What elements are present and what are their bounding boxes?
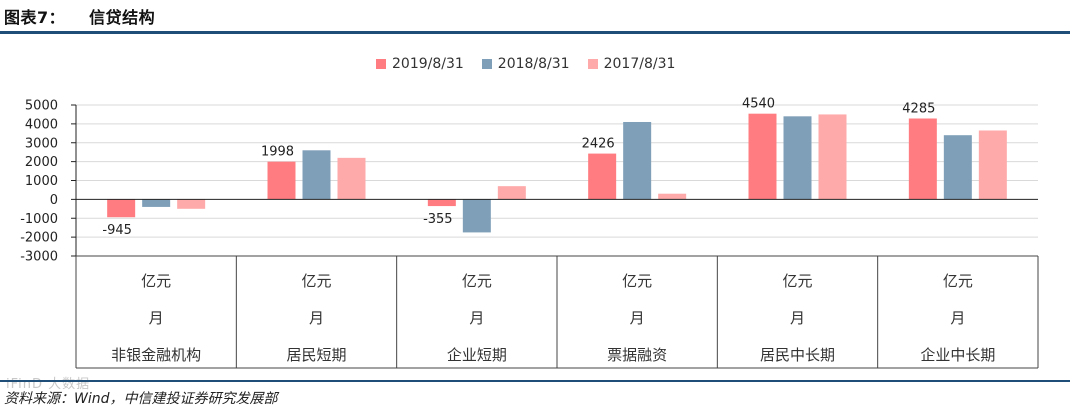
legend-swatch-2018	[481, 59, 492, 69]
bar-2018/8/31-居民短期	[302, 150, 331, 200]
category-name-label: 非银金融机构	[111, 346, 201, 364]
category-period-label: 月	[149, 309, 164, 327]
bar-2017/8/31-居民中长期	[818, 114, 847, 200]
category-name-label: 企业中长期	[920, 346, 995, 364]
legend-label-2017: 2017/8/31	[603, 56, 676, 72]
legend-label-2019: 2019/8/31	[392, 56, 464, 72]
category-unit-label: 亿元	[782, 272, 812, 290]
category-period-label: 月	[790, 309, 805, 327]
category-unit-label: 亿元	[141, 272, 171, 290]
legend-item-2019: 2019/8/31	[376, 56, 464, 72]
y-tick-label: 5000	[25, 99, 58, 114]
data-label: -355	[423, 212, 453, 227]
y-tick-label: -1000	[20, 212, 58, 227]
category-name-label: 企业短期	[447, 346, 507, 364]
bar-2017/8/31-非银金融机构	[177, 199, 206, 209]
data-label: 4540	[742, 97, 775, 112]
category-period-label: 月	[630, 309, 645, 327]
y-tick-label: 2000	[25, 155, 58, 170]
bar-2018/8/31-非银金融机构	[142, 199, 171, 207]
category-period-label: 月	[469, 309, 484, 327]
y-tick-label: -3000	[20, 250, 58, 265]
y-tick-label: 1000	[25, 174, 58, 189]
bar-2018/8/31-票据融资	[623, 121, 652, 200]
category-name-label: 居民中长期	[760, 346, 835, 364]
bar-2019/8/31-居民短期	[267, 161, 296, 200]
bar-2017/8/31-企业中长期	[978, 130, 1007, 200]
data-label: 1998	[261, 145, 294, 160]
source-note: 资料来源：Wind，中信建投证券研究发展部	[4, 391, 278, 407]
y-tick-label: 3000	[25, 136, 58, 151]
bar-2019/8/31-非银金融机构	[107, 199, 136, 218]
chart-legend: 2019/8/31 2018/8/31 2017/8/31	[376, 53, 693, 75]
legend-swatch-2019	[376, 59, 386, 69]
category-name-label: 居民短期	[286, 346, 346, 364]
bar-2018/8/31-居民中长期	[783, 116, 812, 200]
legend-label-2018: 2018/8/31	[497, 56, 570, 72]
data-label: 2426	[582, 137, 615, 152]
y-tick-label: 0	[50, 193, 58, 208]
bar-2017/8/31-居民短期	[337, 157, 366, 200]
bar-2019/8/31-票据融资	[588, 153, 617, 200]
bar-2019/8/31-企业短期	[427, 199, 456, 207]
data-label: -945	[102, 223, 132, 238]
category-unit-label: 亿元	[622, 272, 652, 290]
legend-item-2018: 2018/8/31	[481, 56, 570, 72]
category-period-label: 月	[950, 309, 965, 327]
bar-2017/8/31-企业短期	[497, 186, 526, 200]
legend-item-2017: 2017/8/31	[587, 56, 676, 72]
bar-2017/8/31-票据融资	[658, 193, 687, 200]
y-tick-label: -2000	[20, 231, 58, 246]
figure-number: 图表7：	[4, 8, 66, 27]
bar-2018/8/31-企业中长期	[943, 135, 972, 200]
bar-2019/8/31-居民中长期	[748, 113, 777, 200]
chart-title: 信贷结构	[89, 8, 156, 27]
category-period-label: 月	[309, 309, 324, 327]
bottom-rule	[0, 380, 1070, 382]
category-unit-label: 亿元	[462, 272, 492, 290]
figure-header: 图表7： 信贷结构	[0, 0, 1080, 34]
top-rule	[0, 31, 1070, 34]
bar-2018/8/31-企业短期	[462, 199, 491, 233]
data-label: 4285	[902, 101, 935, 116]
y-tick-label: 4000	[25, 117, 58, 132]
category-unit-label: 亿元	[943, 272, 973, 290]
legend-swatch-2017	[587, 59, 598, 69]
category-unit-label: 亿元	[301, 272, 331, 290]
bar-chart: 5000 4000 3000 2000 1000 0 -1000 -2000 -3000 亿元月非…	[20, 97, 1039, 369]
bar-2019/8/31-企业中长期	[908, 118, 937, 200]
category-name-label: 票据融资	[607, 346, 667, 364]
figure-title: 图表7： 信贷结构	[4, 4, 155, 28]
